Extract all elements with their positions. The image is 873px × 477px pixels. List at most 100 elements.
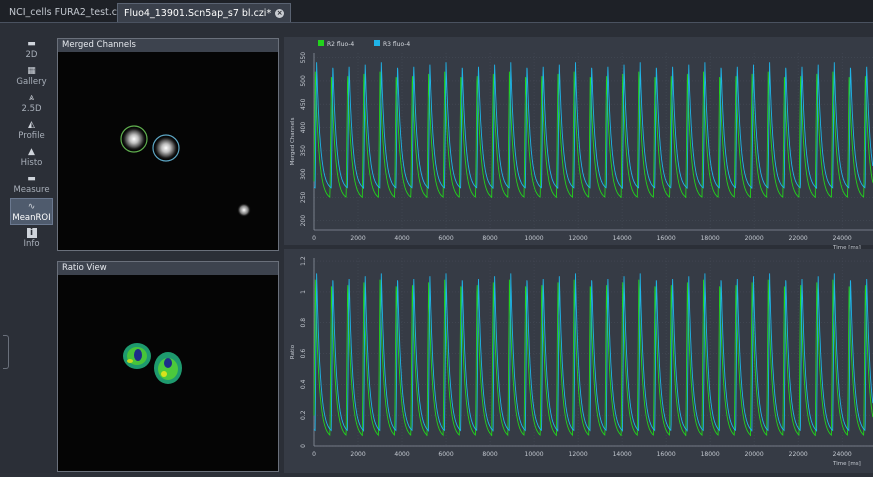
view-toolbar: ▬ 2D ▦ Gallery ⩓ 2.5D ◭ Profile ▲ Histo …	[10, 36, 53, 286]
x-tick-label: 4000	[394, 451, 409, 458]
chart-1: 0 2000 4000 6000 8000 10000 12000 14000 16000 180…	[284, 249, 873, 473]
ratio-cell-2	[154, 352, 182, 384]
y-tick-label: 0.2	[300, 410, 307, 420]
y-tick-label: 350	[300, 145, 307, 157]
y-tick-label: 250	[300, 191, 307, 203]
x-tick-label: 22000	[789, 235, 808, 242]
fluorescent-cell-2	[152, 134, 180, 162]
view-info-button[interactable]: i Info	[10, 225, 53, 252]
x-tick-label: 20000	[745, 235, 764, 242]
legend-label: R2 fluo-4	[327, 41, 354, 48]
y-tick-label: 200	[300, 215, 307, 227]
x-tick-label: 24000	[833, 235, 852, 242]
tab-fluo4[interactable]: Fluo4_13901.Scn5ap_s7 bl.czi* ×	[117, 3, 292, 22]
tool-label: MeanROI	[12, 213, 51, 223]
x-tick-label: 0	[312, 451, 316, 458]
x-tick-label: 6000	[438, 235, 453, 242]
measure-icon: ▬	[27, 174, 36, 184]
x-tick-label: 14000	[613, 451, 632, 458]
x-tick-label: 6000	[438, 451, 453, 458]
series-line-r3-fluo-4	[313, 273, 873, 432]
y-tick-label: 0.6	[300, 349, 307, 359]
chart-background	[284, 37, 873, 245]
profile-icon: ◭	[28, 120, 35, 130]
info-icon: i	[26, 228, 37, 238]
x-tick-label: 18000	[701, 451, 720, 458]
x-tick-label: 12000	[569, 451, 588, 458]
x-tick-label: 22000	[789, 451, 808, 458]
view-2-5d-button[interactable]: ⩓ 2.5D	[10, 90, 53, 117]
tool-label: 2.5D	[21, 104, 42, 114]
x-axis-label: Time [ms]	[832, 245, 861, 251]
fluorescent-spot	[237, 203, 251, 217]
tool-label: Histo	[20, 158, 43, 168]
y-tick-label: 500	[300, 75, 307, 87]
x-axis-label: Time [ms]	[832, 461, 861, 467]
view-2d-button[interactable]: ▬ 2D	[10, 36, 53, 63]
mean-roi-charts: 0 2000 4000 6000 8000 10000 12000 14000 16000 180…	[284, 37, 873, 473]
y-axis-label: Merged Channels	[290, 117, 296, 165]
y-tick-label: 400	[300, 122, 307, 134]
2d-view-icon: ▬	[27, 39, 36, 49]
legend-swatch	[318, 40, 324, 46]
x-tick-label: 20000	[745, 451, 764, 458]
x-tick-label: 2000	[350, 451, 365, 458]
y-tick-label: 1.2	[300, 256, 307, 266]
legend-label: R3 fluo-4	[383, 41, 410, 48]
view-profile-button[interactable]: ◭ Profile	[10, 117, 53, 144]
ratio-view-image[interactable]	[58, 275, 278, 471]
mean-roi-icon: ∿	[27, 202, 36, 212]
tool-label: Gallery	[16, 77, 47, 87]
document-tab-bar: NCI_cells FURA2_test.czi* × Fluo4_13901.S…	[0, 0, 873, 23]
chart-0: 0 2000 4000 6000 8000 10000 12000 14000 16000 180…	[284, 37, 873, 251]
x-tick-label: 16000	[657, 451, 676, 458]
tool-label: 2D	[25, 50, 38, 60]
x-tick-label: 10000	[525, 451, 544, 458]
x-tick-label: 14000	[613, 235, 632, 242]
y-tick-label: 0	[300, 444, 307, 448]
view-gallery-button[interactable]: ▦ Gallery	[10, 63, 53, 90]
view-meanroi-button[interactable]: ∿ MeanROI	[10, 198, 53, 225]
x-tick-label: 4000	[394, 235, 409, 242]
y-tick-label: 0.8	[300, 318, 307, 328]
series-line-r2-fluo-4	[313, 71, 873, 199]
ratio-view-svg	[123, 343, 182, 384]
x-tick-label: 8000	[482, 235, 497, 242]
histogram-icon: ▲	[28, 147, 35, 157]
y-axis-label: Ratio	[290, 344, 296, 359]
x-tick-label: 2000	[350, 235, 365, 242]
merged-channels-panel: Merged Channels	[57, 38, 279, 251]
merged-channels-image[interactable]	[58, 52, 278, 250]
tool-label: Info	[23, 239, 40, 249]
ratio-view-title: Ratio View	[58, 262, 278, 275]
y-tick-label: 450	[300, 98, 307, 110]
series-line-r3-fluo-4	[313, 62, 873, 189]
y-tick-label: 300	[300, 168, 307, 180]
legend-swatch	[374, 40, 380, 46]
x-tick-label: 8000	[482, 451, 497, 458]
tool-label: Measure	[13, 185, 50, 195]
x-tick-label: 12000	[569, 235, 588, 242]
y-tick-label: 1	[300, 290, 307, 294]
view-measure-button[interactable]: ▬ Measure	[10, 171, 53, 198]
close-icon[interactable]: ×	[275, 9, 285, 18]
mean-roi-charts-svg: 0 2000 4000 6000 8000 10000 12000 14000 16000 180…	[284, 37, 873, 473]
merged-channels-svg	[120, 125, 251, 217]
x-tick-label: 16000	[657, 235, 676, 242]
tool-label: Profile	[18, 131, 45, 141]
x-tick-label: 10000	[525, 235, 544, 242]
series-line-r2-fluo-4	[313, 279, 873, 437]
ratio-cell-1	[123, 343, 151, 369]
2-5d-view-icon: ⩓	[28, 93, 35, 103]
panel-collapse-handle[interactable]	[3, 335, 9, 369]
tab-label: Fluo4_13901.Scn5ap_s7 bl.czi*	[124, 8, 272, 19]
y-tick-label: 0.4	[300, 379, 307, 389]
ratio-view-panel: Ratio View	[57, 261, 279, 472]
fluorescent-cell-1	[120, 125, 148, 153]
x-tick-label: 24000	[833, 451, 852, 458]
tab-label: NCI_cells FURA2_test.czi*	[9, 7, 130, 18]
merged-channels-title: Merged Channels	[58, 39, 278, 52]
view-histo-button[interactable]: ▲ Histo	[10, 144, 53, 171]
y-tick-label: 550	[300, 52, 307, 64]
x-tick-label: 18000	[701, 235, 720, 242]
